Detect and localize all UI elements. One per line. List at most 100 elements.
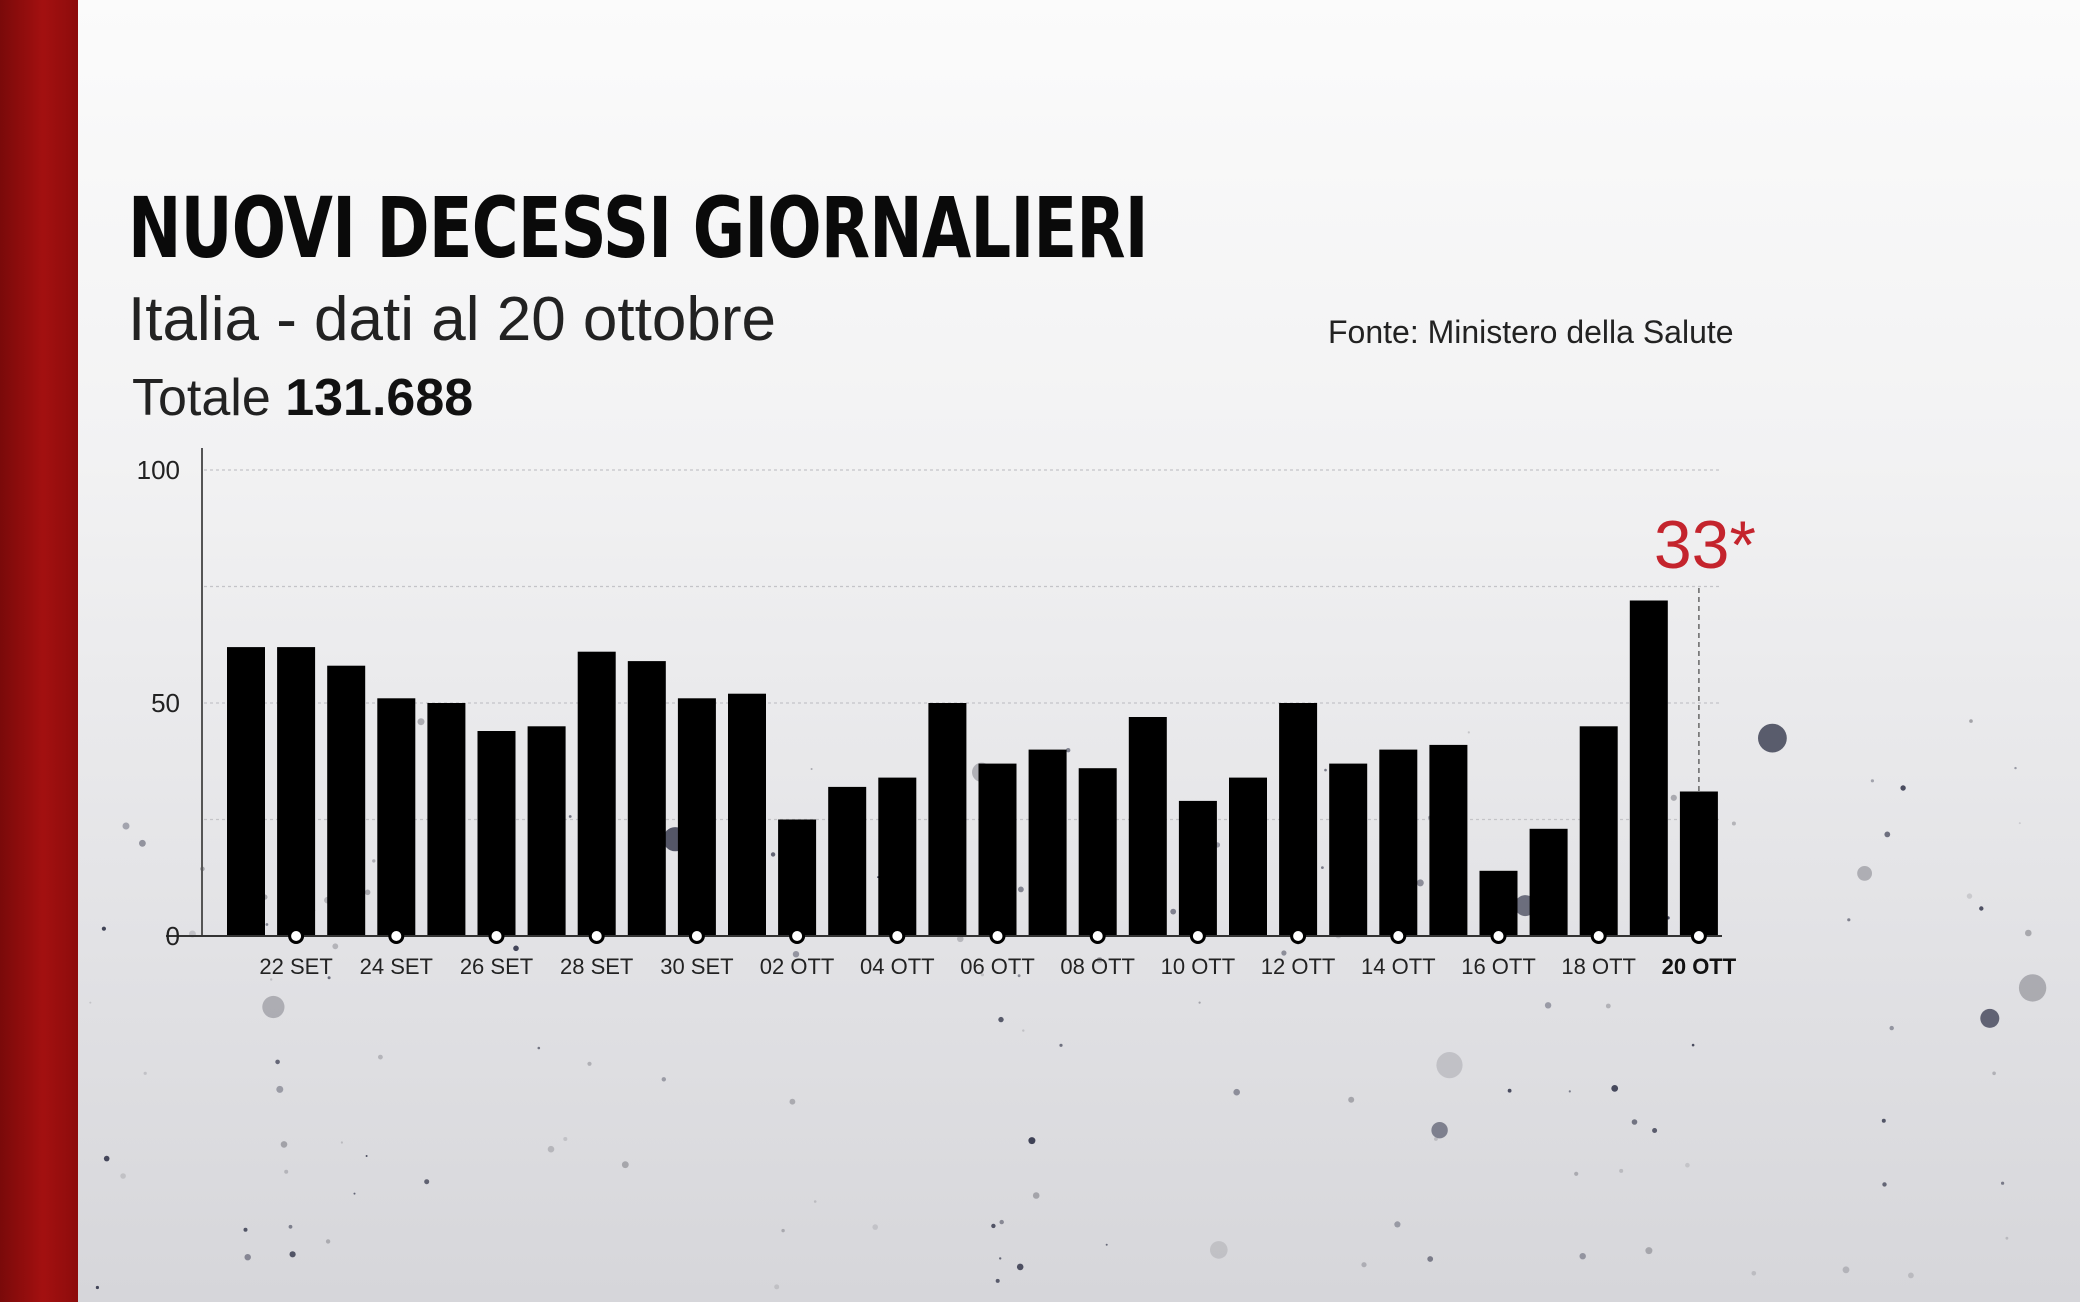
background-dot <box>288 1224 293 1229</box>
background-dot <box>1017 974 1021 978</box>
x-tick-marker <box>588 928 605 944</box>
background-dot <box>1281 950 1287 956</box>
y-tick-label: 0 <box>166 921 180 951</box>
background-dot <box>1870 779 1874 783</box>
background-dot <box>365 1155 368 1157</box>
background-dot <box>1605 1003 1611 1009</box>
total-line: Totale 131.688 <box>132 366 473 430</box>
bar <box>477 731 516 936</box>
background-dot <box>661 1077 666 1082</box>
x-tick-label: 24 SET <box>360 954 433 979</box>
x-tick-marker <box>1290 928 1307 944</box>
bar <box>1529 828 1568 936</box>
x-tick-marker <box>1590 928 1607 944</box>
background-dot <box>1966 893 1973 899</box>
bar <box>978 763 1017 936</box>
background-dot <box>810 768 813 770</box>
background-dot <box>1979 906 1984 911</box>
background-dot <box>1467 731 1470 734</box>
background-dot <box>999 1219 1004 1225</box>
background-dot <box>792 951 800 958</box>
x-tick-label: 08 OTT <box>1060 954 1135 979</box>
x-tick-marker <box>1690 928 1707 944</box>
background-dot <box>1889 1025 1894 1031</box>
background-dot <box>999 1257 1002 1260</box>
background-dot <box>1881 1118 1886 1123</box>
background-dot <box>270 978 273 981</box>
bars <box>227 600 1718 936</box>
background-dot <box>120 1173 126 1179</box>
bar <box>1329 763 1368 936</box>
background-dot <box>957 935 964 943</box>
bar <box>1178 800 1217 936</box>
background-dot <box>1652 1128 1658 1133</box>
background-dot <box>327 976 331 980</box>
background-dot <box>2001 1181 2005 1185</box>
x-tick-label: 12 OTT <box>1261 954 1336 979</box>
background-dot <box>1900 785 1906 791</box>
background-dot <box>1032 1192 1040 1199</box>
background-dot <box>1847 918 1851 922</box>
background-dot <box>1022 1029 1025 1032</box>
x-tick-label: 20 OTT <box>1662 954 1737 979</box>
background-dot <box>103 1155 110 1162</box>
bar <box>1028 749 1067 936</box>
background-dot <box>243 1227 248 1232</box>
background-dot <box>537 1046 541 1050</box>
x-tick-marker <box>688 928 705 944</box>
background-dot <box>1361 1262 1367 1268</box>
background-dot <box>1507 1088 1512 1093</box>
background-dot <box>275 1059 280 1065</box>
bar <box>728 693 766 936</box>
x-tick-marker <box>288 928 305 944</box>
background-dot <box>781 1228 785 1233</box>
background-dot <box>122 822 130 830</box>
bar <box>1128 717 1167 936</box>
background-dot <box>1233 1088 1240 1096</box>
background-dot <box>1631 1119 1638 1125</box>
background-dot <box>364 889 371 896</box>
bar <box>778 819 817 936</box>
bar <box>1679 791 1718 936</box>
background-dot <box>372 859 376 863</box>
background-dot <box>289 1251 296 1258</box>
x-tick-marker <box>1189 928 1206 944</box>
x-tick-marker <box>1089 928 1106 944</box>
background-dot <box>587 1061 592 1066</box>
highlight-annotation: 33* <box>1654 507 1756 792</box>
background-dot <box>1731 821 1736 826</box>
x-tick-label: 26 SET <box>460 954 533 979</box>
background-dot <box>1170 908 1177 915</box>
bar <box>1229 777 1267 936</box>
x-tick-marker <box>488 928 505 944</box>
background-dot <box>770 852 776 857</box>
x-tick-marker <box>388 928 405 944</box>
background-dot <box>332 943 339 950</box>
total-label: Totale <box>132 369 271 427</box>
background-dot <box>1645 1247 1653 1255</box>
background-dot <box>2018 822 2021 825</box>
background-dot <box>1427 1256 1434 1262</box>
background-dot <box>101 926 106 931</box>
background-dot <box>262 995 285 1019</box>
background-dot <box>1394 1221 1401 1228</box>
x-tick-label: 06 OTT <box>960 954 1035 979</box>
background-dot <box>95 1285 99 1290</box>
background-dot <box>1670 794 1677 801</box>
bar <box>1279 703 1318 936</box>
background-dot <box>1434 1137 1438 1141</box>
background-dot <box>139 839 146 847</box>
background-dot <box>995 1278 1000 1283</box>
bar <box>928 703 967 936</box>
background-dot <box>276 1085 284 1093</box>
x-tick-label: 28 SET <box>560 954 633 979</box>
background-dot <box>2018 974 2047 1002</box>
bar <box>277 647 316 936</box>
background-dot <box>340 1141 343 1144</box>
background-dot <box>265 923 269 926</box>
background-dot <box>1758 723 1787 753</box>
background-dot <box>1210 1241 1228 1259</box>
background-dot <box>1016 1263 1024 1271</box>
background-dot <box>513 945 519 952</box>
background-dot <box>2005 1236 2009 1240</box>
